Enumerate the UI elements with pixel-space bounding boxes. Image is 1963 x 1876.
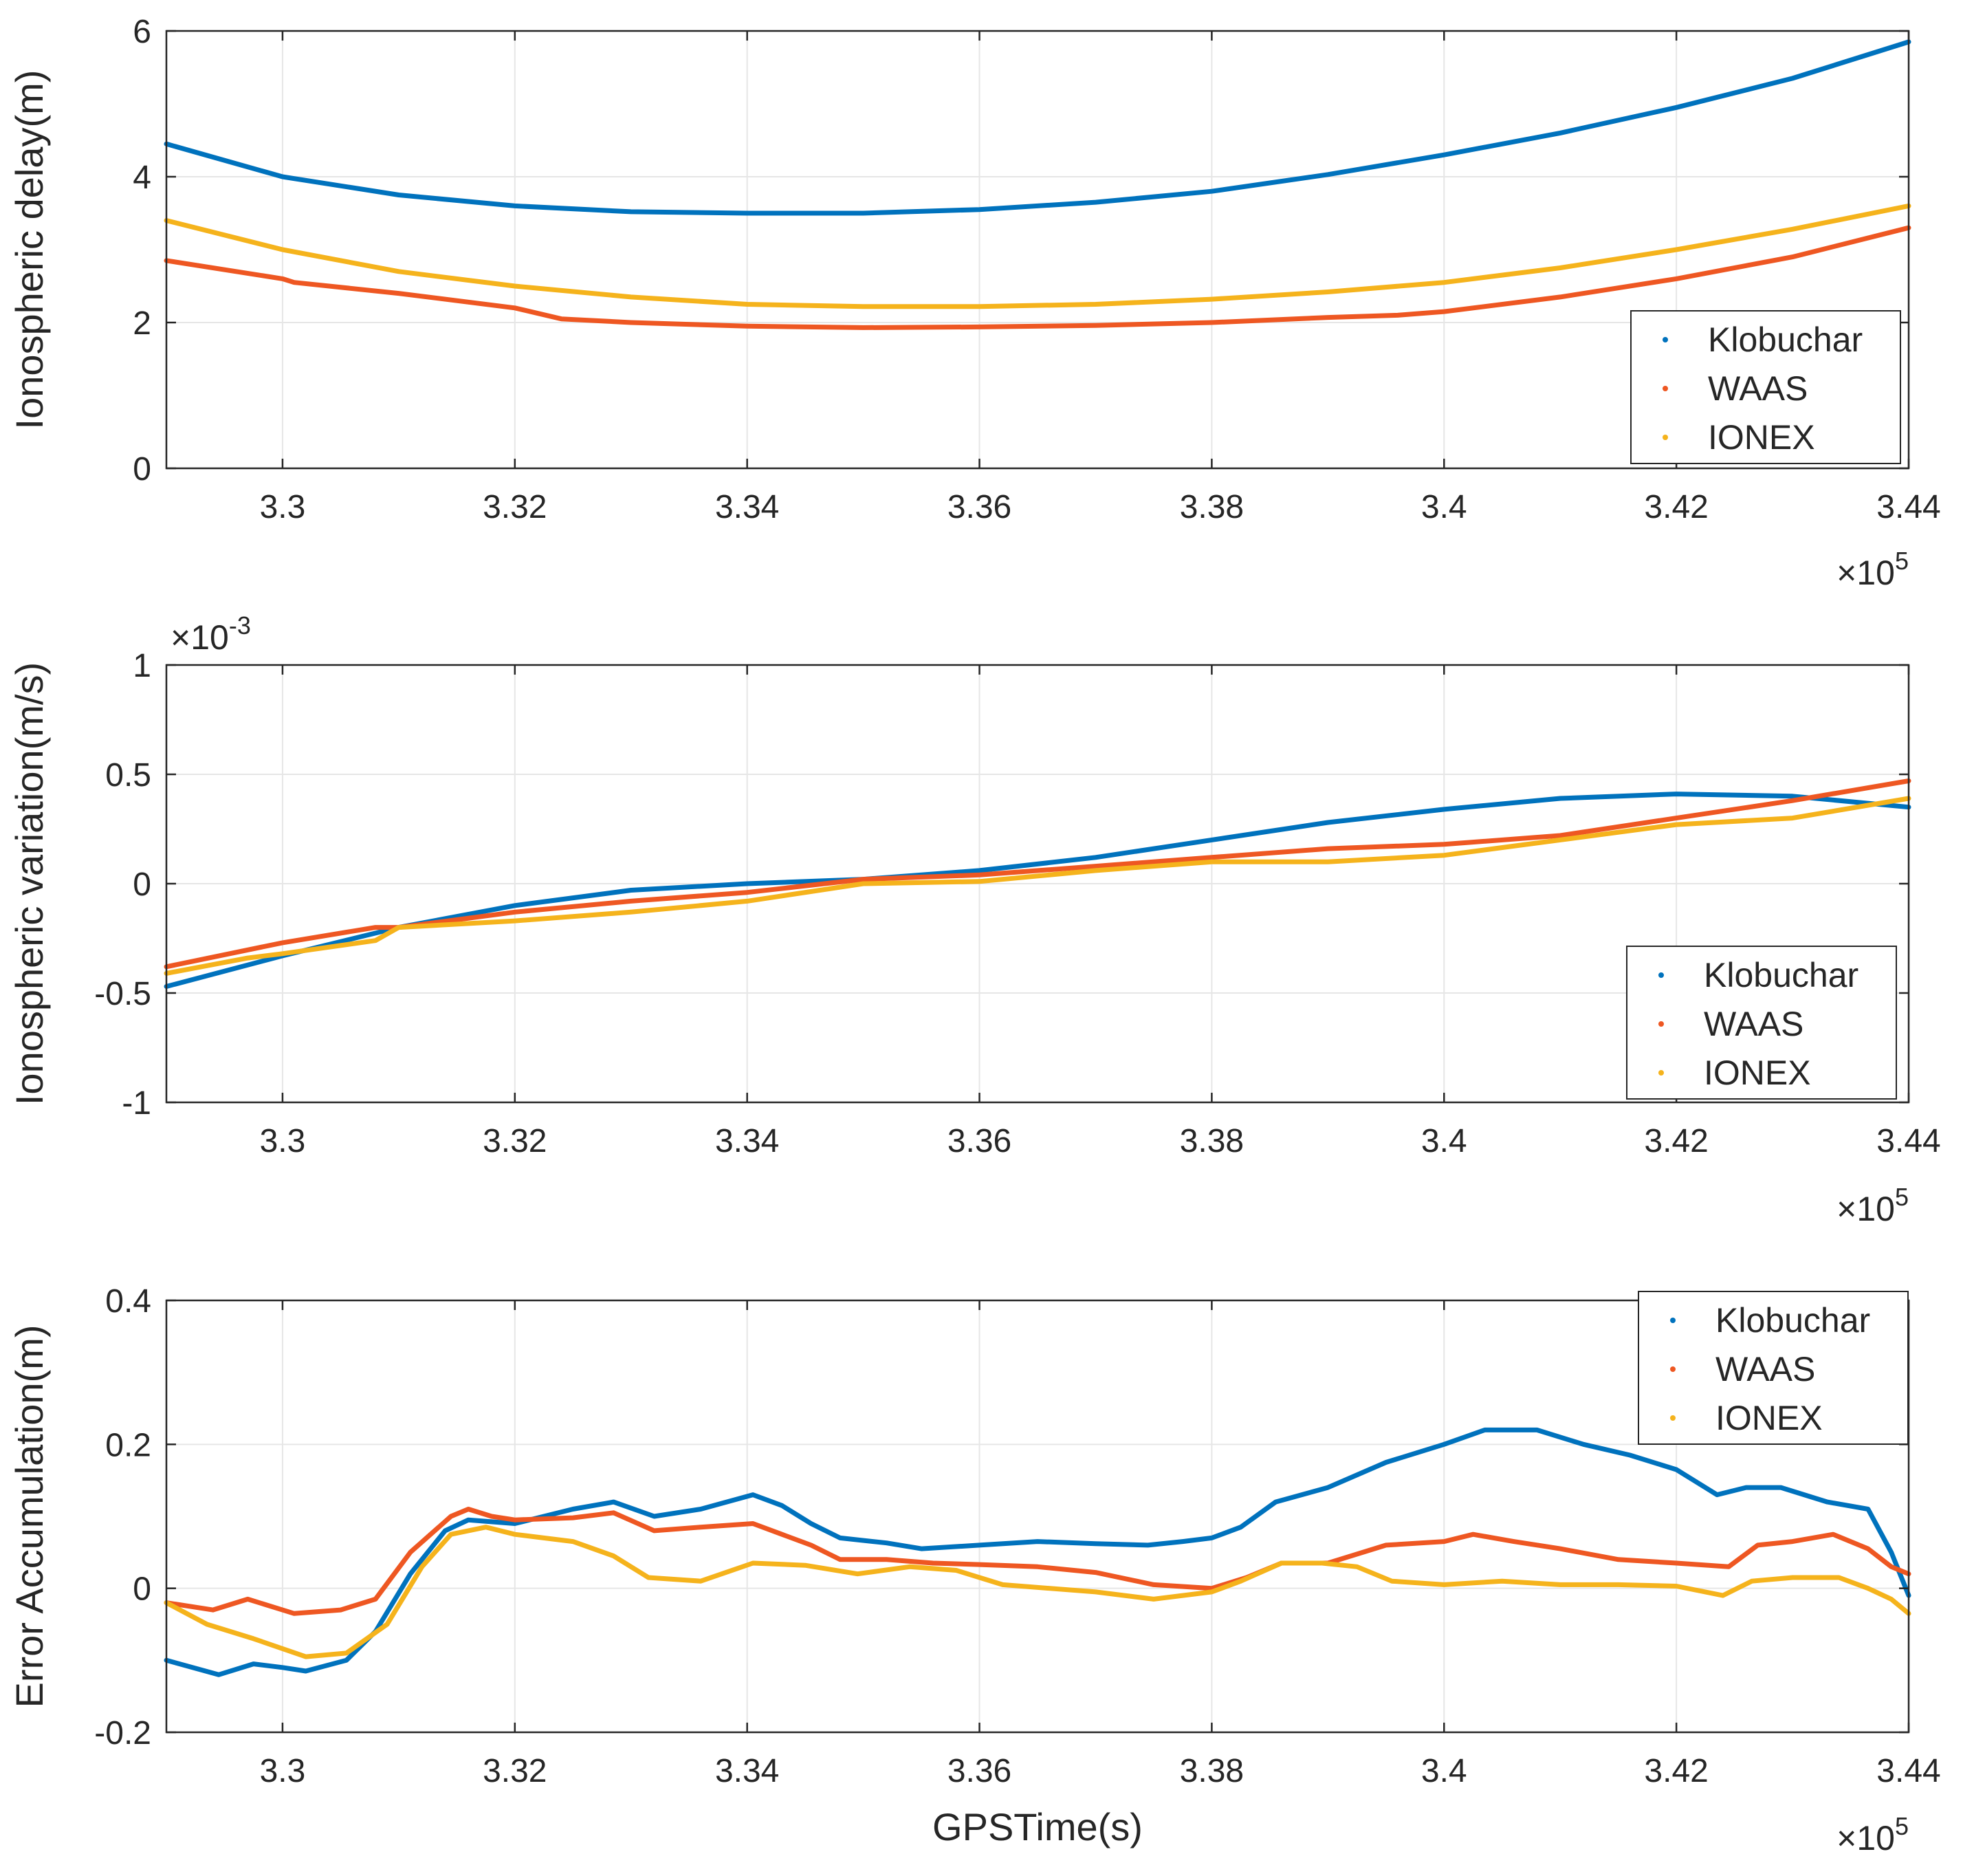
panel-1-axes-box <box>165 30 1910 470</box>
panel-3-legend: Klobuchar WAAS IONEX <box>1638 1291 1909 1445</box>
panel-2-x-ticks: 3.3 3.32 3.34 3.36 3.38 3.4 3.42 3.44 <box>260 665 1941 1159</box>
panel-2-legend: Klobuchar WAAS IONEX <box>1626 946 1897 1100</box>
x-tick-label: 3.44 <box>1876 489 1940 525</box>
panel-ionospheric-delay: 3.3 3.32 3.34 3.36 3.38 3.4 3.42 3.44 0 2 4 6 Iono… <box>8 14 1941 592</box>
series-line-ionex <box>164 203 1911 309</box>
x-tick-label: 3.38 <box>1180 489 1244 525</box>
panel-1-ylabel: Ionospheric delay(m) <box>8 70 51 430</box>
panel-2-y-multiplier: ×10-3 <box>171 611 251 657</box>
y-tick-label: 0 <box>133 866 151 903</box>
legend-label-klobuchar: Klobuchar <box>1715 1301 1870 1340</box>
x-tick-label: 3.44 <box>1876 1123 1940 1159</box>
x-tick-label: 3.32 <box>483 489 547 525</box>
panel-1-legend: Klobuchar WAAS IONEX <box>1630 310 1901 464</box>
y-tick-label: -1 <box>122 1085 151 1122</box>
panel-1-x-ticks: 3.3 3.32 3.34 3.36 3.38 3.4 3.42 3.44 <box>260 31 1941 525</box>
y-tick-label: 0.5 <box>105 757 151 794</box>
panel-3-xlabel: GPSTime(s) <box>932 1805 1143 1848</box>
legend-marker-waas <box>1663 386 1668 391</box>
x-tick-label: 3.34 <box>715 1753 779 1789</box>
series-line-klobuchar <box>164 1427 1911 1677</box>
y-tick-label: 1 <box>133 648 151 684</box>
y-tick-label: -0.2 <box>94 1715 151 1752</box>
legend-label-ionex: IONEX <box>1708 418 1815 457</box>
legend-box <box>1630 310 1901 464</box>
x-tick-label: 3.36 <box>947 1753 1011 1789</box>
legend-marker-klobuchar <box>1663 337 1668 342</box>
x-tick-label: 3.44 <box>1876 1753 1940 1789</box>
legend-label-klobuchar: Klobuchar <box>1704 956 1858 994</box>
legend-marker-ionex <box>1663 435 1668 440</box>
panel-3-ylabel: Error Accumulation(m) <box>8 1324 51 1708</box>
series-line-waas <box>164 225 1911 330</box>
legend-label-waas: WAAS <box>1704 1005 1803 1043</box>
x-tick-label: 3.32 <box>483 1753 547 1789</box>
legend-marker-klobuchar <box>1670 1318 1676 1323</box>
x-tick-label: 3.42 <box>1644 489 1708 525</box>
series-line-klobuchar <box>164 792 1911 989</box>
panel-2-x-multiplier: ×105 <box>1836 1183 1909 1228</box>
panel-3-y-ticks: -0.2 0 0.2 0.4 <box>94 1283 1909 1752</box>
legend-marker-ionex <box>1658 1070 1664 1076</box>
x-tick-label: 3.42 <box>1644 1753 1708 1789</box>
x-tick-label: 3.32 <box>483 1123 547 1159</box>
panel-2-y-ticks: -1 -0.5 0 0.5 1 <box>94 648 1909 1122</box>
panel-3-x-ticks: 3.3 3.32 3.34 3.36 3.38 3.4 3.42 3.44 <box>260 1300 1941 1789</box>
legend-label-ionex: IONEX <box>1715 1399 1823 1437</box>
panel-2-ylabel: Ionospheric variation(m/s) <box>8 662 51 1105</box>
x-tick-label: 3.42 <box>1644 1123 1708 1159</box>
y-tick-label: 0.2 <box>105 1427 151 1463</box>
y-tick-label: 4 <box>133 160 151 196</box>
legend-marker-waas <box>1670 1366 1676 1372</box>
panel-1-lines <box>164 39 1911 330</box>
legend-label-ionex: IONEX <box>1704 1054 1811 1092</box>
panel-2-lines <box>164 778 1911 989</box>
x-tick-label: 3.4 <box>1421 1123 1467 1159</box>
y-tick-label: -0.5 <box>94 976 151 1012</box>
y-tick-label: 6 <box>133 14 151 50</box>
y-tick-label: 0 <box>133 1571 151 1608</box>
legend-label-waas: WAAS <box>1715 1350 1815 1388</box>
panel-3-axes-box <box>165 1299 1910 1734</box>
legend-label-klobuchar: Klobuchar <box>1708 320 1863 359</box>
legend-marker-klobuchar <box>1658 972 1664 978</box>
y-tick-label: 0.4 <box>105 1283 151 1320</box>
x-tick-label: 3.4 <box>1421 1753 1467 1789</box>
panel-ionospheric-variation: 3.3 3.32 3.34 3.36 3.38 3.4 3.42 3.44 -1 -0.5 0 0.… <box>8 611 1941 1228</box>
x-tick-label: 3.3 <box>260 489 306 525</box>
panel-1-x-multiplier: ×105 <box>1836 547 1909 592</box>
panel-error-accumulation: 3.3 3.32 3.34 3.36 3.38 3.4 3.42 3.44 -0.2 0 0.2 0… <box>8 1283 1941 1857</box>
legend-label-waas: WAAS <box>1708 369 1808 408</box>
y-tick-label: 0 <box>133 451 151 488</box>
x-tick-label: 3.38 <box>1180 1123 1244 1159</box>
x-tick-label: 3.36 <box>947 489 1011 525</box>
legend-marker-waas <box>1658 1021 1664 1027</box>
legend-box <box>1626 946 1897 1100</box>
panel-3-lines <box>164 1427 1911 1677</box>
series-line-ionex <box>164 1525 1911 1659</box>
legend-marker-ionex <box>1670 1415 1676 1421</box>
y-tick-label: 2 <box>133 305 151 342</box>
series-line-waas <box>164 1507 1911 1616</box>
x-tick-label: 3.4 <box>1421 489 1467 525</box>
legend-box <box>1638 1291 1909 1445</box>
panel-3-x-multiplier: ×105 <box>1836 1812 1909 1857</box>
series-line-klobuchar <box>164 39 1911 216</box>
x-tick-label: 3.36 <box>947 1123 1011 1159</box>
x-tick-label: 3.34 <box>715 1123 779 1159</box>
panel-1-y-ticks: 0 2 4 6 <box>133 14 1909 488</box>
x-tick-label: 3.3 <box>260 1123 306 1159</box>
series-line-ionex <box>164 796 1911 976</box>
x-tick-label: 3.38 <box>1180 1753 1244 1789</box>
x-tick-label: 3.34 <box>715 489 779 525</box>
x-tick-label: 3.3 <box>260 1753 306 1789</box>
series-line-waas <box>164 778 1911 970</box>
